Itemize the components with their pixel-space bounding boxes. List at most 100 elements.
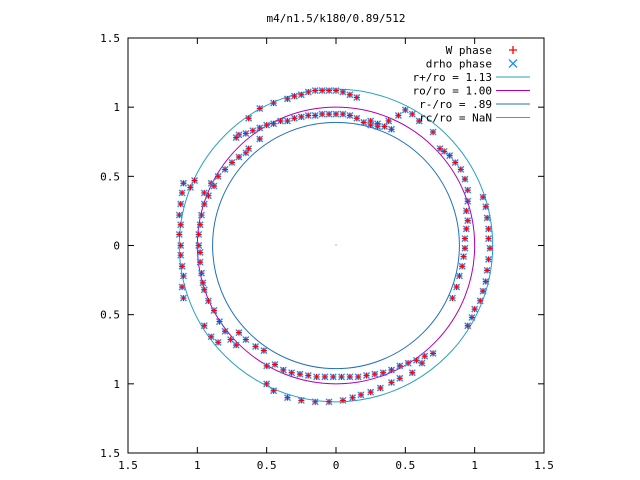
w-marker bbox=[463, 225, 470, 232]
data-point bbox=[461, 175, 469, 183]
w-marker bbox=[418, 360, 425, 367]
w-marker bbox=[263, 122, 270, 129]
x-tick-label: 1.5 bbox=[534, 459, 554, 472]
w-marker bbox=[413, 357, 420, 364]
data-point bbox=[252, 342, 260, 350]
w-marker bbox=[197, 221, 204, 228]
data-point bbox=[263, 362, 271, 370]
data-point bbox=[283, 117, 291, 125]
data-point bbox=[468, 313, 476, 321]
y-tick-label: 0.5 bbox=[100, 170, 120, 183]
w-marker bbox=[235, 153, 242, 160]
data-point bbox=[177, 242, 185, 249]
data-point bbox=[200, 286, 208, 294]
data-point bbox=[446, 152, 454, 160]
data-point bbox=[178, 189, 186, 197]
w-marker bbox=[179, 189, 186, 196]
data-point bbox=[214, 172, 222, 180]
data-point bbox=[249, 127, 257, 135]
x-axis-ticks: 1.5 1 0.5 0 0.5 1 1.5 bbox=[118, 38, 554, 472]
w-marker bbox=[319, 111, 326, 118]
legend-label: r+/ro = 1.13 bbox=[413, 71, 492, 84]
data-point bbox=[210, 307, 218, 315]
w-marker bbox=[396, 362, 403, 369]
w-marker bbox=[216, 318, 223, 325]
w-marker bbox=[471, 306, 478, 313]
data-point bbox=[279, 366, 287, 374]
w-marker bbox=[233, 134, 240, 141]
w-marker bbox=[395, 112, 402, 119]
data-points bbox=[175, 87, 494, 406]
data-point bbox=[260, 347, 268, 355]
data-point bbox=[346, 91, 354, 99]
legend-item: r-/ro = .89 bbox=[419, 98, 530, 111]
data-point bbox=[339, 88, 347, 96]
data-point bbox=[460, 253, 468, 261]
w-marker bbox=[280, 367, 287, 373]
w-marker bbox=[298, 113, 305, 120]
data-point bbox=[325, 398, 333, 406]
w-marker bbox=[485, 235, 492, 242]
w-marker bbox=[195, 242, 202, 249]
data-point bbox=[296, 370, 304, 378]
data-point bbox=[483, 214, 491, 222]
data-point bbox=[479, 193, 487, 201]
w-marker bbox=[326, 87, 333, 94]
w-marker bbox=[277, 118, 284, 124]
w-marker bbox=[198, 212, 205, 219]
data-point bbox=[178, 262, 186, 270]
data-point bbox=[349, 394, 357, 402]
data-point bbox=[455, 272, 463, 280]
data-point bbox=[462, 225, 470, 233]
data-point bbox=[245, 114, 253, 122]
w-marker bbox=[291, 115, 298, 122]
w-marker bbox=[305, 88, 312, 95]
data-point bbox=[354, 373, 362, 381]
data-point bbox=[458, 262, 466, 270]
data-point bbox=[204, 297, 212, 305]
w-marker bbox=[459, 263, 466, 270]
data-point bbox=[387, 125, 395, 133]
w-marker bbox=[346, 373, 353, 380]
data-point bbox=[256, 105, 264, 113]
w-marker bbox=[388, 379, 395, 386]
w-marker bbox=[321, 373, 328, 380]
w-marker bbox=[463, 207, 470, 214]
w-marker bbox=[197, 249, 204, 256]
w-marker bbox=[486, 245, 493, 252]
data-point bbox=[485, 255, 493, 263]
data-point bbox=[367, 117, 375, 125]
w-marker bbox=[449, 295, 456, 302]
w-marker bbox=[179, 284, 186, 290]
data-point bbox=[321, 373, 329, 381]
w-marker bbox=[205, 297, 212, 304]
data-point bbox=[270, 120, 278, 128]
w-marker bbox=[201, 201, 208, 207]
w-marker bbox=[284, 394, 291, 401]
w-marker bbox=[464, 322, 471, 329]
data-point bbox=[175, 211, 183, 219]
data-point bbox=[429, 349, 437, 357]
w-marker bbox=[346, 112, 353, 119]
w-marker bbox=[338, 373, 345, 380]
data-point bbox=[196, 221, 204, 229]
w-marker bbox=[421, 353, 428, 360]
data-point bbox=[204, 192, 212, 200]
w-marker bbox=[485, 256, 492, 263]
w-marker bbox=[197, 259, 204, 266]
data-point bbox=[339, 396, 347, 404]
w-marker bbox=[464, 187, 471, 194]
w-marker bbox=[187, 184, 194, 191]
w-marker bbox=[199, 279, 206, 286]
w-marker bbox=[210, 307, 217, 314]
data-point bbox=[297, 91, 305, 99]
x-tick-label: 0 bbox=[333, 459, 340, 472]
w-marker bbox=[430, 129, 437, 136]
data-point bbox=[216, 318, 224, 326]
data-point bbox=[404, 359, 412, 367]
data-point bbox=[464, 322, 472, 330]
w-marker bbox=[205, 192, 212, 199]
w-marker bbox=[339, 111, 346, 118]
data-point bbox=[353, 114, 361, 122]
w-marker bbox=[396, 375, 403, 382]
